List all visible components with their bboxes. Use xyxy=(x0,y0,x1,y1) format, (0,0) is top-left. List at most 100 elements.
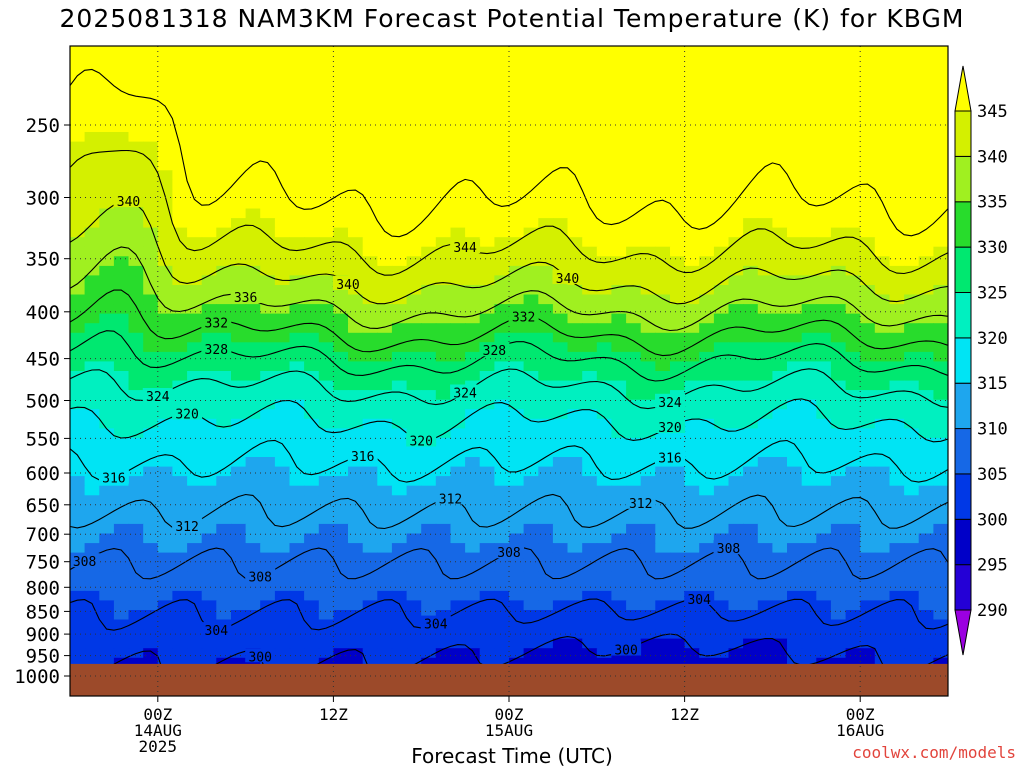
heatmap-cell-2597 xyxy=(318,457,334,468)
heatmap-cell-258 xyxy=(333,84,349,95)
heatmap-cell-75 xyxy=(289,55,305,66)
heatmap-cell-833 xyxy=(845,170,861,181)
heatmap-cell-2879 xyxy=(933,495,948,506)
heatmap-cell-2308 xyxy=(479,409,495,420)
heatmap-cell-175 xyxy=(874,65,890,76)
heatmap-cell-495 xyxy=(289,122,305,133)
heatmap-cell-3801 xyxy=(377,648,393,659)
heatmap-cell-1701 xyxy=(377,313,393,324)
contour-label-bg-28 xyxy=(245,648,276,663)
heatmap-cell-1216 xyxy=(304,237,320,248)
heatmap-cell-1065 xyxy=(728,208,744,219)
heatmap-cell-2390 xyxy=(801,418,817,429)
heatmap-cell-1303 xyxy=(699,246,715,257)
heatmap-cell-107 xyxy=(757,55,773,66)
heatmap-cell-1351 xyxy=(523,256,539,267)
heatmap-cell-1233 xyxy=(552,237,569,248)
heatmap-cell-657 xyxy=(904,141,920,152)
heatmap-cell-2139 xyxy=(640,380,656,391)
heatmap-cell-1090 xyxy=(216,218,232,229)
heatmap-cell-2860 xyxy=(655,495,671,506)
heatmap-cell-5 xyxy=(143,46,159,57)
heatmap-cell-1411 xyxy=(523,265,539,277)
credit-link[interactable]: coolwx.com/models xyxy=(852,743,1016,762)
heatmap-cell-1176 xyxy=(596,227,612,238)
heatmap-cell-2826 xyxy=(157,495,173,506)
heatmap-cell-1916 xyxy=(889,342,905,353)
heatmap-cell-371 xyxy=(231,103,247,114)
heatmap-cell-3465 xyxy=(728,590,744,602)
heatmap-cell-3780 xyxy=(70,648,86,659)
ground-area xyxy=(70,663,948,696)
heatmap-cell-3383 xyxy=(406,581,422,592)
heatmap-cell-2943 xyxy=(113,514,130,525)
heatmap-cell-3411 xyxy=(816,581,832,592)
heatmap-cell-1991 xyxy=(231,361,247,372)
x-tick-label-1-0: 12Z xyxy=(319,705,348,724)
heatmap-cell-1234 xyxy=(567,237,583,248)
heatmap-cell-868 xyxy=(479,179,495,190)
heatmap-cell-360 xyxy=(70,103,86,114)
heatmap-cell-3560 xyxy=(362,610,378,621)
heatmap-cell-1202 xyxy=(99,237,115,248)
heatmap-cell-1260 xyxy=(70,246,86,257)
heatmap-cell-1563 xyxy=(113,294,130,305)
heatmap-cell-1080 xyxy=(70,218,86,229)
heatmap-cell-205 xyxy=(435,74,451,85)
heatmap-cell-2960 xyxy=(362,514,378,525)
heatmap-cell-1577 xyxy=(318,294,334,305)
heatmap-cell-1997 xyxy=(318,361,334,372)
heatmap-cell-1370 xyxy=(801,256,817,267)
heatmap-cell-731 xyxy=(231,160,247,171)
heatmap-cell-2093 xyxy=(845,371,861,382)
heatmap-cell-253 xyxy=(260,84,276,95)
heatmap-cell-2168 xyxy=(187,390,203,401)
heatmap-cell-2657 xyxy=(318,466,334,477)
heatmap-cell-856 xyxy=(304,179,320,190)
heatmap-cell-2713 xyxy=(260,476,276,487)
heatmap-cell-389 xyxy=(494,103,510,114)
heatmap-cell-1696 xyxy=(304,313,320,324)
heatmap-cell-952 xyxy=(830,189,847,200)
heatmap-cell-2773 xyxy=(260,485,276,496)
heatmap-cell-2446 xyxy=(743,428,759,439)
heatmap-cell-915 xyxy=(289,189,305,200)
heatmap-cell-2884 xyxy=(128,504,144,515)
isentrope-324 xyxy=(70,368,948,410)
heatmap-cell-1019 xyxy=(933,198,948,210)
heatmap-cell-2614 xyxy=(567,457,583,468)
heatmap-cell-1507 xyxy=(172,285,188,296)
heatmap-cell-2608 xyxy=(479,457,495,468)
heatmap-cell-997 xyxy=(611,198,627,210)
heatmap-cell-573 xyxy=(552,132,569,143)
heatmap-cell-1491 xyxy=(816,275,832,286)
heatmap-cell-3262 xyxy=(391,562,408,573)
heatmap-cell-1842 xyxy=(684,332,700,343)
heatmap-cell-566 xyxy=(450,132,466,143)
heatmap-cell-2289 xyxy=(201,409,217,420)
heatmap-cell-1099 xyxy=(348,218,364,229)
heatmap-cell-1159 xyxy=(348,227,364,238)
heatmap-cell-3182 xyxy=(99,552,115,563)
heatmap-cell-2601 xyxy=(377,457,393,468)
heatmap-cell-577 xyxy=(611,132,627,143)
heatmap-cell-1974 xyxy=(860,351,876,363)
heatmap-cell-1114 xyxy=(567,218,583,229)
heatmap-cell-2805 xyxy=(728,485,744,496)
heatmap-cell-2974 xyxy=(567,514,583,525)
heatmap-cell-3526 xyxy=(743,600,759,611)
heatmap-cell-3124 xyxy=(128,543,144,554)
heatmap-cell-2362 xyxy=(391,418,408,429)
heatmap-cell-2014 xyxy=(567,361,583,372)
heatmap-cell-2720 xyxy=(362,476,378,487)
heatmap-cell-3722 xyxy=(99,638,115,649)
heatmap-cell-1731 xyxy=(816,313,832,324)
heatmap-cell-3682 xyxy=(391,629,408,640)
heatmap-cell-2683 xyxy=(699,466,715,477)
heatmap-cell-1971 xyxy=(816,351,832,363)
heatmap-cell-2046 xyxy=(157,371,173,382)
heatmap-cell-3234 xyxy=(860,552,876,563)
heatmap-cell-1305 xyxy=(728,246,744,257)
heatmap-cell-3490 xyxy=(216,600,232,611)
heatmap-cell-2626 xyxy=(743,457,759,468)
